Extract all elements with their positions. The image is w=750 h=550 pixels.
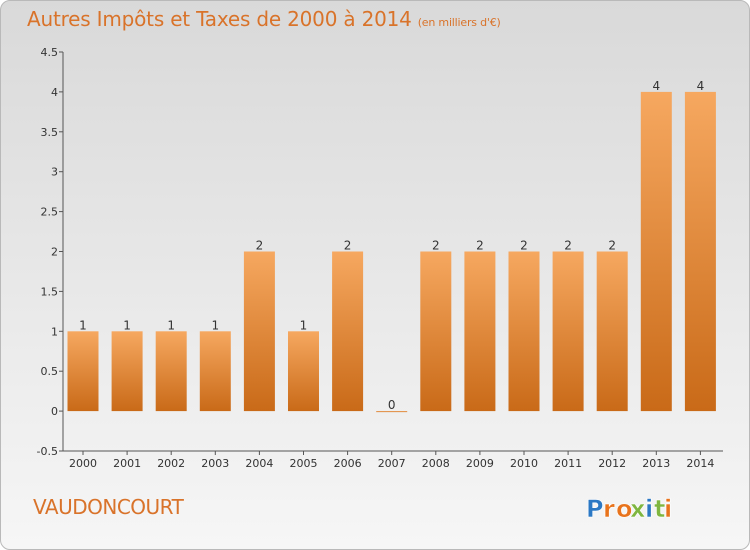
x-tick-label: 2010 [510,457,538,470]
bar [332,251,364,412]
logo-letter: t [654,495,665,523]
data-label: 2 [564,239,572,253]
chart-axes: -0.5 0 0.5 1 1.5 2 2.5 3 3.5 4 4.5 [37,46,723,458]
x-tick-label: 2007 [378,457,406,470]
data-label: 1 [300,318,308,332]
logo-letter: i [664,495,672,523]
x-tick-label: 2011 [554,457,582,470]
x-tick-label: 2008 [422,457,450,470]
y-tick-label: 2 [51,246,58,259]
label-group: 1 2000 1 2001 1 2002 1 2003 2 2004 1 2005 2 2006 0 2007… [69,79,714,470]
x-tick-label: 2009 [466,457,494,470]
commune-name: VAUDONCOURT [33,495,184,519]
y-tick-label: 2.5 [41,206,59,219]
x-tick-label: 2003 [201,457,229,470]
x-tick-label: 2005 [290,457,318,470]
bar [684,91,716,412]
chart-title: Autres Impôts et Taxes de 2000 à 2014 (en… [27,7,501,31]
y-tick-label: -0.5 [37,445,58,458]
data-label: 2 [520,239,528,253]
x-tick-label: 2012 [598,457,626,470]
x-tick-label: 2000 [69,457,97,470]
chart-title-text: Autres Impôts et Taxes de 2000 à 2014 [27,7,412,31]
x-tick-label: 2014 [686,457,714,470]
logo-letter: r [603,495,615,523]
bar [155,331,187,412]
bar [243,251,275,412]
data-label: 1 [123,318,131,332]
y-tick-label: 4.5 [41,46,59,59]
bar [420,251,452,412]
y-tick-label: 0.5 [41,365,59,378]
logo-letter: x [630,495,646,523]
logo-letter: P [586,495,604,523]
y-tick-label: 1.5 [41,285,59,298]
x-tick-label: 2006 [334,457,362,470]
bar [111,331,143,412]
bar [508,251,540,412]
y-tick-label: 4 [51,86,58,99]
y-tick-label: 1 [51,325,58,338]
data-label: 1 [167,318,175,332]
data-label: 2 [344,239,352,253]
data-label: 2 [256,239,264,253]
data-label: 4 [697,79,705,93]
y-tick-label: 3.5 [41,126,59,139]
bar [199,331,231,412]
x-tick-label: 2004 [245,457,273,470]
bar-group [67,91,716,413]
bar [640,91,672,412]
y-tick-label: 3 [51,166,58,179]
logo-letter: o [616,495,633,523]
data-label: 2 [608,239,616,253]
data-label: 0 [388,398,396,412]
y-tick-label: 0 [51,405,58,418]
data-label: 1 [79,318,87,332]
logo-letter: i [645,495,653,523]
data-label: 1 [211,318,219,332]
data-label: 2 [432,239,440,253]
bar [67,331,99,412]
bar [596,251,628,412]
bar [464,251,496,412]
x-tick-label: 2013 [642,457,670,470]
bar [288,331,319,412]
x-tick-label: 2002 [157,457,185,470]
data-label: 4 [652,79,660,93]
chart-unit: (en milliers d'€) [417,16,501,29]
bar [376,411,408,413]
bar [552,251,584,412]
x-tick-label: 2001 [113,457,141,470]
data-label: 2 [476,239,484,253]
